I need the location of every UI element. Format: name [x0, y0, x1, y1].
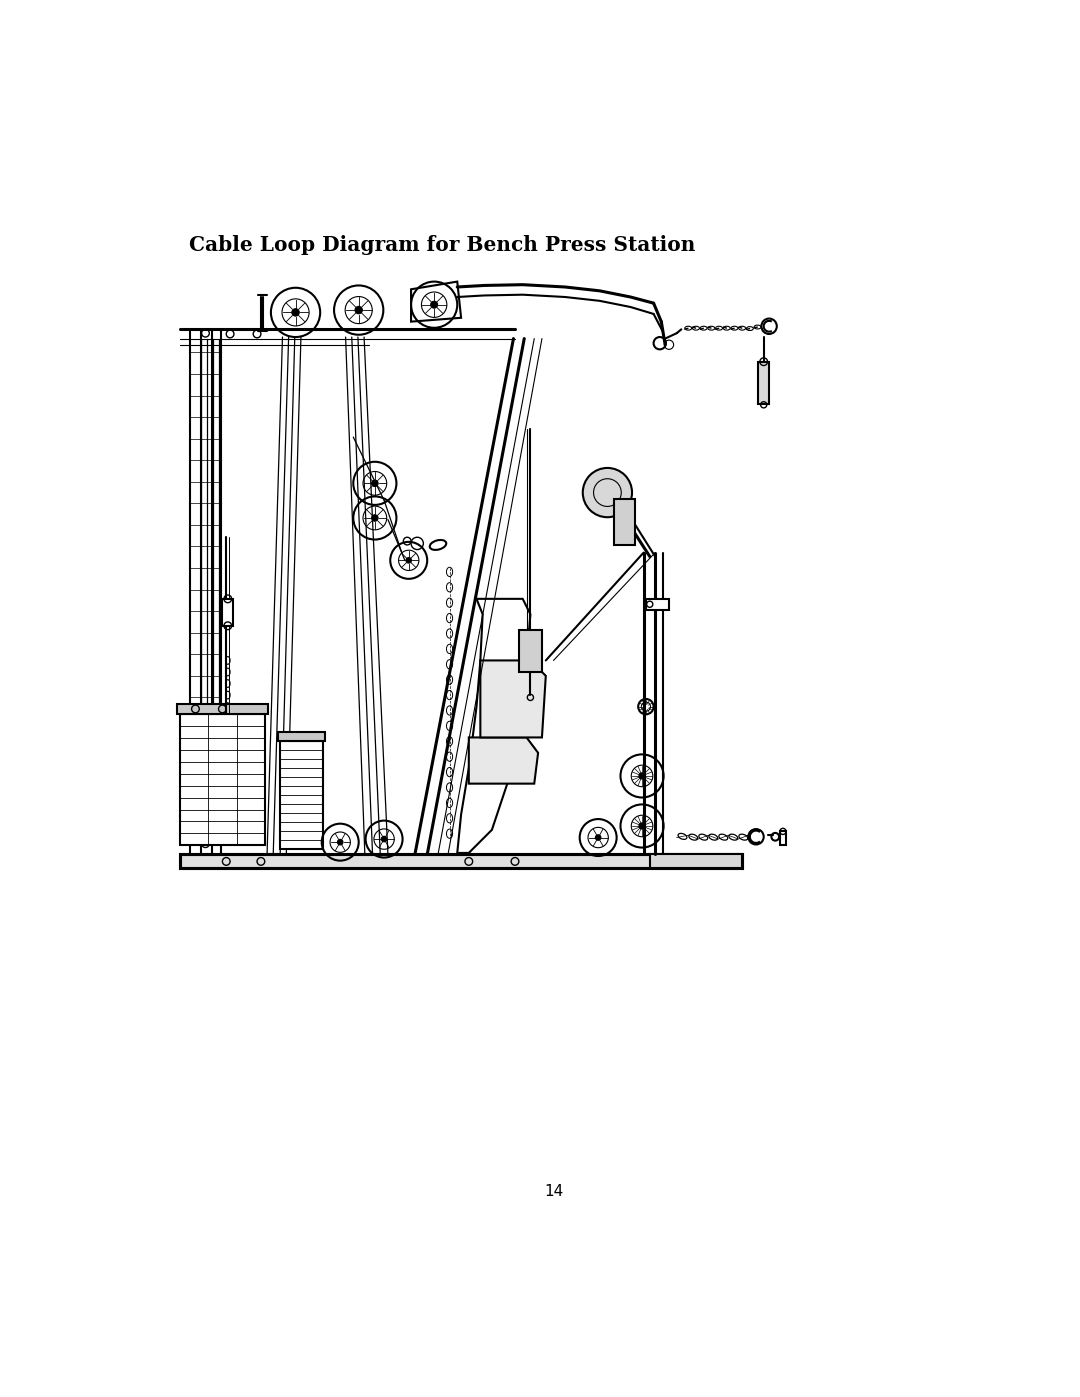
Bar [780, 831, 786, 845]
Ellipse shape [707, 327, 715, 330]
Circle shape [583, 468, 632, 517]
Circle shape [406, 557, 411, 563]
Ellipse shape [754, 326, 761, 328]
Bar [180, 855, 742, 869]
Bar [177, 704, 268, 714]
Circle shape [381, 837, 387, 842]
Ellipse shape [731, 327, 738, 330]
Bar [650, 855, 742, 869]
Bar [222, 599, 233, 626]
Ellipse shape [746, 327, 754, 331]
Polygon shape [469, 738, 538, 784]
Bar [180, 714, 265, 845]
Bar [613, 499, 635, 545]
Text: Cable Loop Diagram for Bench Press Station: Cable Loop Diagram for Bench Press Stati… [189, 236, 696, 256]
Ellipse shape [692, 327, 700, 330]
Ellipse shape [716, 327, 723, 330]
Circle shape [372, 481, 378, 486]
Circle shape [292, 309, 299, 316]
Circle shape [431, 302, 437, 309]
Circle shape [639, 773, 645, 780]
Bar [758, 362, 769, 404]
Bar [646, 599, 669, 610]
Bar [280, 742, 323, 849]
Circle shape [337, 840, 343, 845]
Bar [180, 855, 742, 869]
Circle shape [595, 835, 600, 841]
Polygon shape [481, 661, 545, 738]
Ellipse shape [739, 327, 745, 330]
Bar [518, 630, 542, 672]
Polygon shape [411, 282, 461, 321]
Circle shape [639, 823, 645, 828]
Bar [278, 732, 325, 742]
Ellipse shape [724, 327, 730, 330]
Ellipse shape [685, 327, 691, 330]
Text: 14: 14 [544, 1185, 563, 1199]
Polygon shape [457, 599, 530, 854]
Ellipse shape [700, 327, 707, 330]
Circle shape [372, 514, 378, 521]
Circle shape [355, 306, 363, 314]
